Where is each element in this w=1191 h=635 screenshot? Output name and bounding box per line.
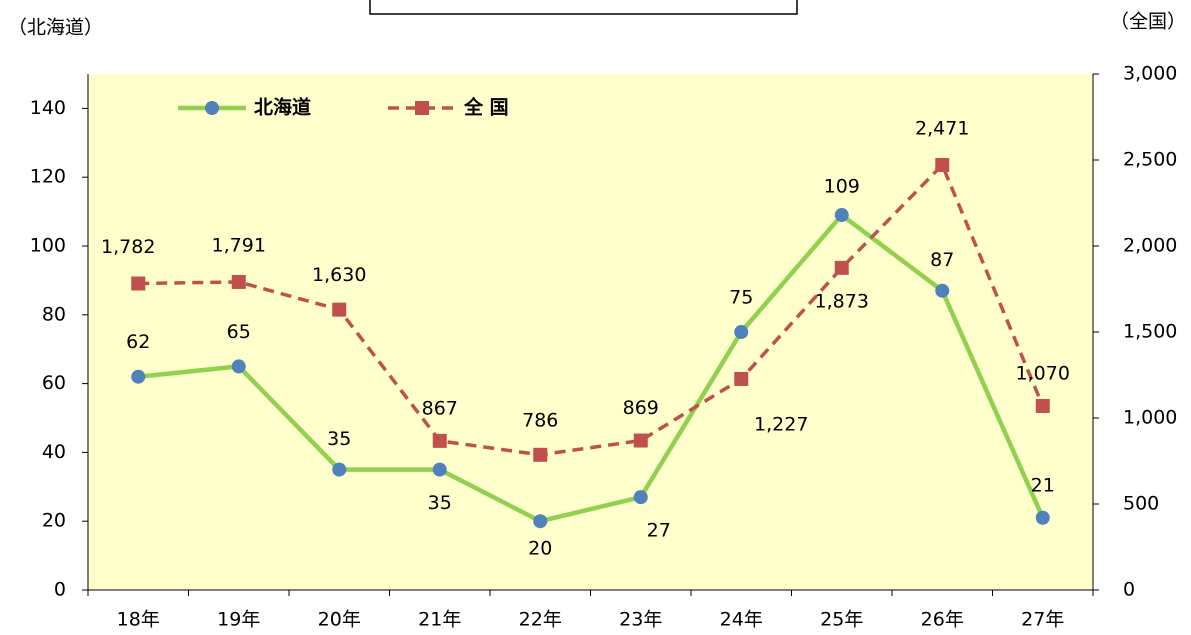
marker [734, 325, 749, 339]
plot-area [88, 74, 1093, 590]
data-label: 1,791 [212, 234, 266, 256]
x-tick-label: 23年 [619, 609, 662, 631]
y-tick-label: 140 [30, 97, 66, 119]
data-label: 62 [126, 331, 150, 353]
data-label: 27 [647, 520, 671, 542]
marker [633, 490, 648, 505]
marker [533, 514, 548, 529]
data-label: 1,630 [312, 264, 366, 286]
data-label: 21 [1031, 474, 1055, 496]
series-line [138, 161, 1045, 457]
x-tick-label: 25年 [820, 609, 863, 631]
data-label: 75 [729, 287, 753, 309]
marker [432, 433, 447, 448]
y-tick-label: 100 [30, 235, 66, 257]
marker [332, 462, 347, 477]
y-tick-label: 80 [42, 303, 66, 325]
x-tick-label: 24年 [720, 609, 763, 631]
y2-tick-label: 2,000 [1123, 235, 1177, 257]
marker [935, 157, 950, 172]
marker [131, 276, 146, 291]
y-tick-label: 60 [42, 372, 66, 394]
x-tick-label: 27年 [1021, 609, 1064, 631]
marker [633, 433, 648, 448]
marker [1035, 398, 1050, 413]
x-tick-label: 21年 [418, 609, 461, 631]
legend-label: 北海道 [254, 96, 311, 119]
y-tick-label: 40 [42, 441, 66, 463]
x-tick-label: 26年 [921, 609, 964, 631]
y2-tick-label: 3,000 [1123, 63, 1177, 85]
data-label: 1,873 [815, 290, 869, 312]
marker [834, 260, 849, 275]
data-label: 867 [422, 397, 458, 419]
data-label: 109 [824, 176, 860, 198]
data-label: 20 [528, 538, 552, 560]
data-label: 2,471 [915, 117, 969, 139]
x-tick-label: 19年 [217, 609, 260, 631]
y2-tick-label: 1,000 [1123, 407, 1177, 429]
y2-tick-label: 2,500 [1123, 149, 1177, 171]
y2-axis-label: （全国） [1110, 11, 1186, 33]
legend-marker [205, 101, 219, 115]
legend-marker [415, 101, 429, 115]
x-tick-label: 22年 [519, 609, 562, 631]
data-label: 35 [327, 428, 351, 450]
legend-label: 全 国 [463, 96, 509, 119]
y-axis-label: （北海道） [8, 17, 103, 39]
marker [1035, 510, 1050, 525]
y-tick-label: 20 [42, 510, 66, 532]
marker [131, 369, 146, 384]
x-tick-label: 18年 [117, 609, 160, 631]
data-label: 869 [623, 397, 659, 419]
marker [231, 274, 246, 289]
title-box [369, 0, 798, 15]
data-label: 1,070 [1016, 362, 1070, 384]
data-label: 87 [930, 249, 954, 271]
marker [231, 359, 246, 374]
y2-tick-label: 500 [1123, 493, 1159, 515]
y2-tick-label: 0 [1123, 579, 1135, 601]
data-label: 786 [522, 409, 558, 431]
marker [533, 447, 548, 462]
marker [734, 371, 749, 386]
data-label: 35 [428, 492, 452, 514]
marker [834, 208, 849, 223]
data-label: 1,782 [101, 236, 155, 258]
marker [332, 302, 347, 317]
y-tick-label: 0 [54, 579, 66, 601]
series-line [138, 211, 1045, 524]
marker [935, 283, 950, 298]
y-tick-label: 120 [30, 166, 66, 188]
y2-tick-label: 1,500 [1123, 321, 1177, 343]
data-label: 65 [227, 321, 251, 343]
marker [432, 462, 447, 477]
x-tick-label: 20年 [318, 609, 361, 631]
data-label: 1,227 [754, 413, 808, 435]
